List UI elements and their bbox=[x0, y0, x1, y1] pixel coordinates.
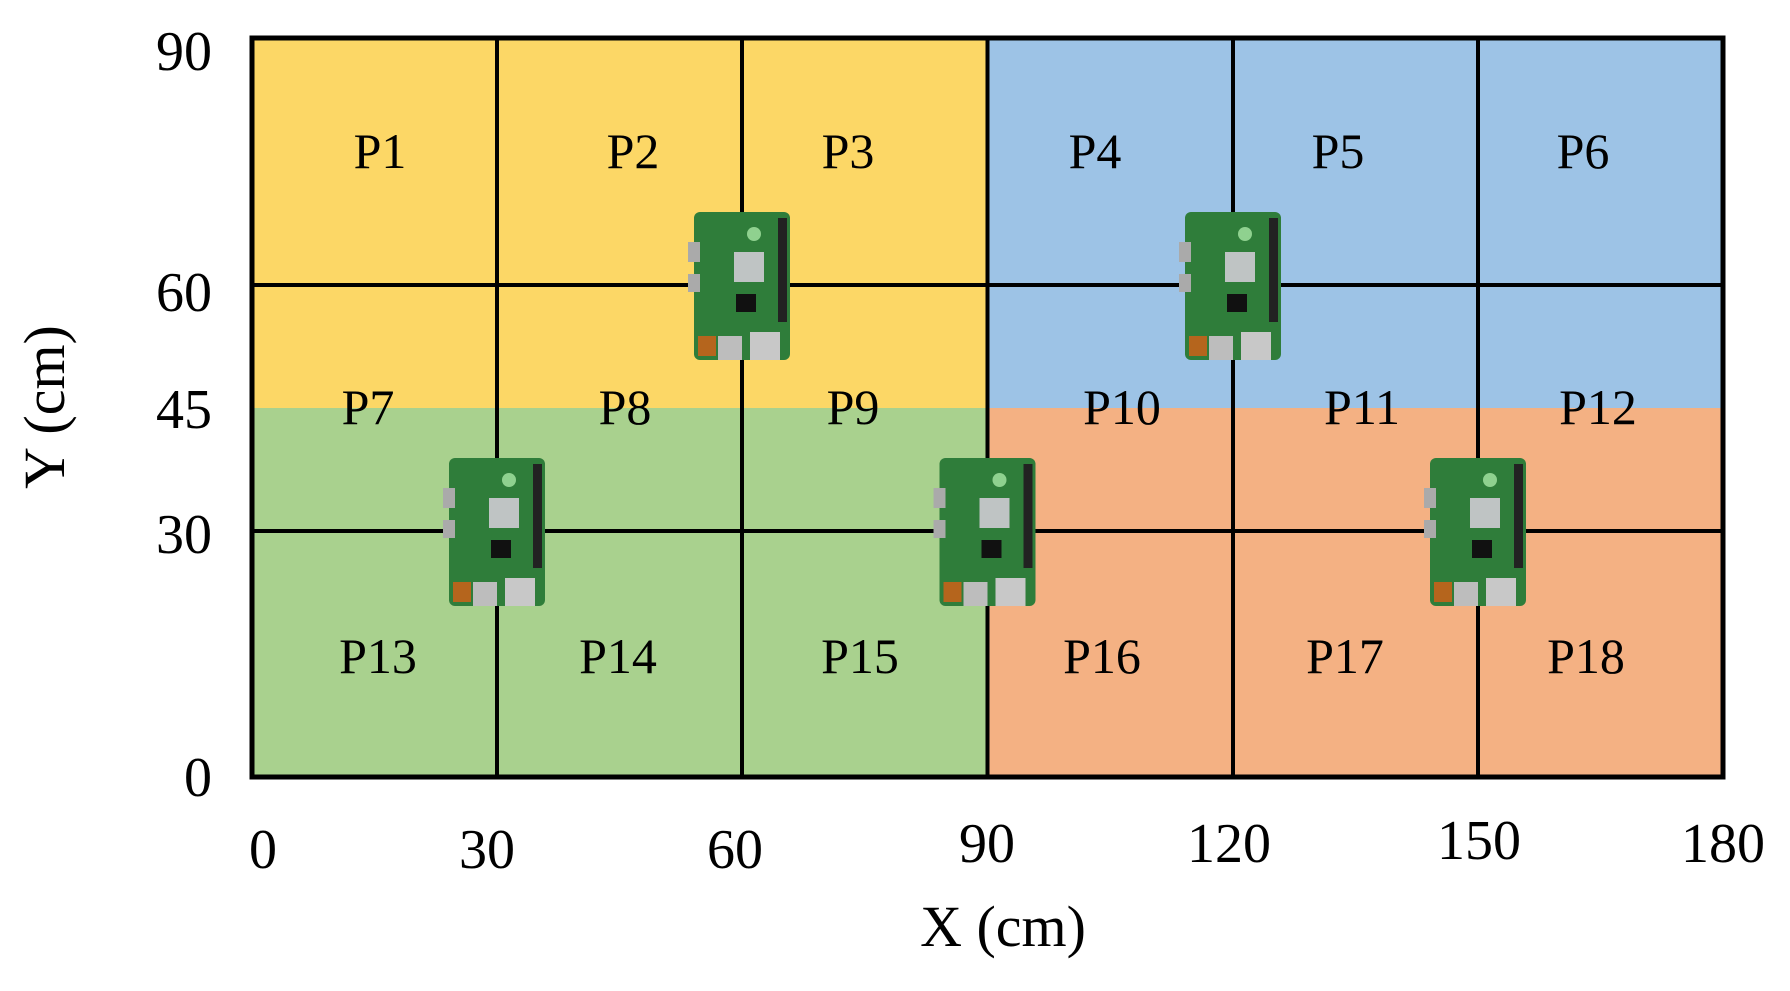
cell-label: P12 bbox=[1559, 379, 1637, 435]
labels: 0 30 60 90 120 150 180 0 30 45 60 90 P1 P2 P3 P4 P5 P6 P7 P… bbox=[156, 21, 1765, 881]
device-icon bbox=[1179, 212, 1281, 360]
y-tick-label: 0 bbox=[184, 747, 212, 809]
board bbox=[694, 212, 790, 360]
cell-label: P5 bbox=[1312, 123, 1365, 179]
chip-small bbox=[491, 540, 511, 558]
cell-label: P18 bbox=[1547, 628, 1625, 684]
chip-small bbox=[736, 294, 756, 312]
usb-port bbox=[1454, 582, 1478, 606]
gpio-header bbox=[778, 218, 787, 322]
y-tick-label: 90 bbox=[156, 21, 212, 83]
hdmi-port bbox=[933, 488, 946, 508]
usb-port bbox=[473, 582, 497, 606]
logo bbox=[1483, 473, 1497, 487]
board bbox=[939, 458, 1036, 606]
logo bbox=[747, 227, 761, 241]
usb-port bbox=[963, 582, 988, 606]
device-icon bbox=[933, 458, 1036, 606]
hdmi-port bbox=[443, 488, 455, 508]
x-tick-label: 120 bbox=[1187, 813, 1271, 875]
region-orange bbox=[987, 408, 1723, 777]
regions bbox=[252, 38, 1723, 777]
board bbox=[1185, 212, 1281, 360]
gpio-header bbox=[1514, 464, 1523, 568]
board bbox=[449, 458, 545, 606]
cell-label: P3 bbox=[822, 123, 875, 179]
x-tick-label: 150 bbox=[1437, 810, 1521, 872]
cell-label: P17 bbox=[1306, 628, 1384, 684]
chip-small bbox=[1472, 540, 1492, 558]
hdmi-port bbox=[1424, 488, 1436, 508]
cell-label: P13 bbox=[339, 628, 417, 684]
eth-port bbox=[943, 582, 962, 602]
gpio-header bbox=[1023, 464, 1033, 568]
eth-port bbox=[698, 336, 716, 356]
hdmi-port bbox=[443, 520, 455, 538]
cell-label: P2 bbox=[607, 123, 660, 179]
usb-port bbox=[995, 578, 1026, 606]
device-icon bbox=[688, 212, 790, 360]
cell-label: P7 bbox=[342, 379, 395, 435]
eth-port bbox=[1189, 336, 1207, 356]
chip bbox=[1470, 498, 1500, 528]
y-tick-label: 60 bbox=[156, 262, 212, 324]
cell-label: P16 bbox=[1063, 628, 1141, 684]
y-axis-title: Y (cm) bbox=[12, 325, 77, 489]
cell-label: P9 bbox=[827, 379, 880, 435]
usb-port bbox=[750, 332, 780, 360]
x-tick-label: 30 bbox=[459, 819, 515, 881]
logo bbox=[1238, 227, 1252, 241]
hdmi-port bbox=[688, 274, 700, 292]
region-yellow bbox=[252, 38, 988, 408]
gpio-header bbox=[1269, 218, 1278, 322]
cell-label: P8 bbox=[599, 379, 652, 435]
x-tick-label: 60 bbox=[707, 819, 763, 881]
usb-port bbox=[1486, 578, 1516, 606]
plot-border bbox=[249, 35, 1726, 780]
cell-label: P1 bbox=[354, 123, 407, 179]
device-icon bbox=[443, 458, 545, 606]
board bbox=[1430, 458, 1526, 606]
region-green bbox=[252, 408, 988, 777]
cell-label: P10 bbox=[1083, 379, 1161, 435]
logo bbox=[992, 473, 1007, 487]
chip bbox=[1225, 252, 1255, 282]
chip bbox=[489, 498, 519, 528]
chip bbox=[734, 252, 764, 282]
hdmi-port bbox=[1179, 242, 1191, 262]
usb-port bbox=[1241, 332, 1271, 360]
hdmi-port bbox=[933, 520, 946, 538]
chip-small bbox=[981, 540, 1002, 558]
x-tick-label: 90 bbox=[959, 813, 1015, 875]
x-tick-label: 0 bbox=[249, 819, 277, 881]
cell-label: P14 bbox=[579, 628, 657, 684]
cell-label: P4 bbox=[1069, 123, 1122, 179]
region-blue bbox=[987, 38, 1723, 408]
devices bbox=[443, 212, 1526, 606]
device-icon bbox=[1424, 458, 1526, 606]
eth-port bbox=[453, 582, 471, 602]
hdmi-port bbox=[1424, 520, 1436, 538]
usb-port bbox=[1209, 336, 1233, 360]
y-tick-label: 30 bbox=[156, 504, 212, 566]
usb-port bbox=[505, 578, 535, 606]
gpio-header bbox=[533, 464, 542, 568]
cell-label: P15 bbox=[821, 628, 899, 684]
logo bbox=[502, 473, 516, 487]
cell-label: P11 bbox=[1324, 379, 1400, 435]
chip bbox=[979, 498, 1010, 528]
cell-label: P6 bbox=[1557, 123, 1610, 179]
x-axis-title: X (cm) bbox=[920, 894, 1086, 959]
hdmi-port bbox=[1179, 274, 1191, 292]
chip-small bbox=[1227, 294, 1247, 312]
usb-port bbox=[718, 336, 742, 360]
hdmi-port bbox=[688, 242, 700, 262]
x-tick-label: 180 bbox=[1681, 813, 1765, 875]
y-tick-label: 45 bbox=[156, 379, 212, 441]
eth-port bbox=[1434, 582, 1452, 602]
